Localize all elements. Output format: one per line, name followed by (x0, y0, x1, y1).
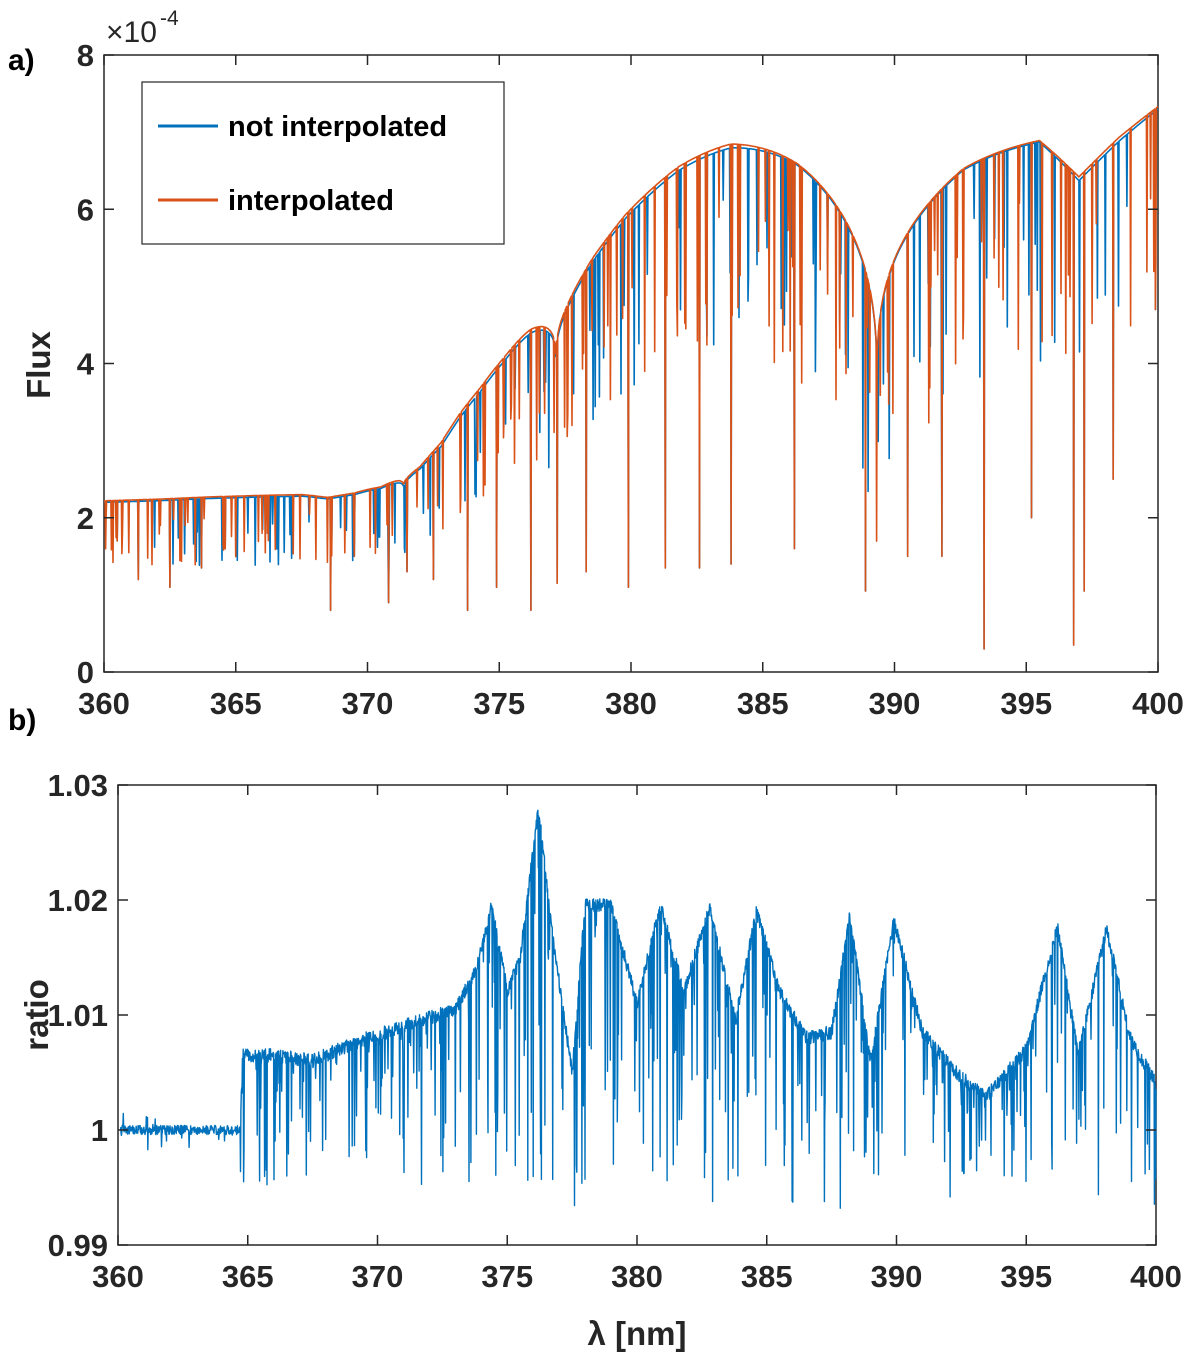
y-tick-label: 6 (77, 192, 94, 227)
panel-a-y-ticks: 0 2 4 6 8 (77, 38, 1158, 690)
x-tick-label: 375 (481, 1259, 533, 1294)
panel-a-y-axis-label: Flux (20, 330, 57, 398)
legend-label-interpolated: interpolated (228, 185, 394, 217)
panel-b-x-ticks: 360 365 370 375 380 385 390 395 400 (92, 785, 1182, 1294)
y-tick-label: 0.99 (48, 1228, 108, 1263)
x-tick-label: 360 (78, 686, 130, 721)
panel-b-y-ticks: 0.99 1 1.01 1.02 1.03 (48, 768, 1156, 1263)
y-tick-label: 0 (77, 655, 94, 690)
legend-box (141, 81, 505, 245)
x-tick-label: 395 (1000, 1259, 1052, 1294)
panel-a-series-group (103, 105, 1159, 650)
panel-a-label: a) (8, 44, 35, 77)
x-tick-label: 385 (737, 686, 789, 721)
panel-b-series-group (119, 809, 1157, 1209)
x-tick-label: 385 (741, 1259, 793, 1294)
panel-a-flux: a) 360 365 370 375 380 385 390 395 400 0 2 4 6 8 ×10… (8, 7, 1184, 721)
x-tick-label: 400 (1132, 686, 1184, 721)
panel-a-x-ticks: 360 365 370 375 380 385 390 395 400 (78, 55, 1184, 721)
y-tick-label: 4 (77, 347, 95, 382)
series-ratio (119, 809, 1157, 1209)
panel-b-x-axis-label: λ [nm] (588, 1315, 687, 1352)
panel-b-ratio: b) 360 365 370 375 380 385 390 395 400 0.99 1 1.01… (8, 704, 1182, 1352)
panel-a-scale-exponent: -4 (160, 7, 179, 30)
panel-b-label: b) (8, 704, 36, 737)
x-tick-label: 375 (473, 686, 525, 721)
y-tick-label: 1.01 (48, 998, 108, 1033)
x-tick-label: 360 (92, 1259, 144, 1294)
series-interpolated (103, 105, 1159, 650)
y-tick-label: 1.03 (48, 768, 108, 803)
x-tick-label: 380 (611, 1259, 663, 1294)
x-tick-label: 390 (871, 1259, 923, 1294)
x-tick-label: 365 (222, 1259, 274, 1294)
y-tick-label: 1.02 (48, 883, 108, 918)
legend-label-not-interpolated: not interpolated (228, 111, 447, 143)
x-tick-label: 390 (869, 686, 921, 721)
y-tick-label: 8 (77, 38, 94, 73)
legend: not interpolated interpolated (141, 81, 505, 245)
x-tick-label: 365 (210, 686, 262, 721)
x-tick-label: 380 (605, 686, 657, 721)
x-tick-label: 370 (342, 686, 394, 721)
y-tick-label: 1 (91, 1113, 108, 1148)
x-tick-label: 370 (352, 1259, 404, 1294)
x-tick-label: 400 (1130, 1259, 1182, 1294)
panel-b-y-axis-label: ratio (18, 979, 55, 1051)
panel-a-scale-factor: ×10 (106, 16, 157, 49)
y-tick-label: 2 (77, 501, 94, 536)
x-tick-label: 395 (1000, 686, 1052, 721)
